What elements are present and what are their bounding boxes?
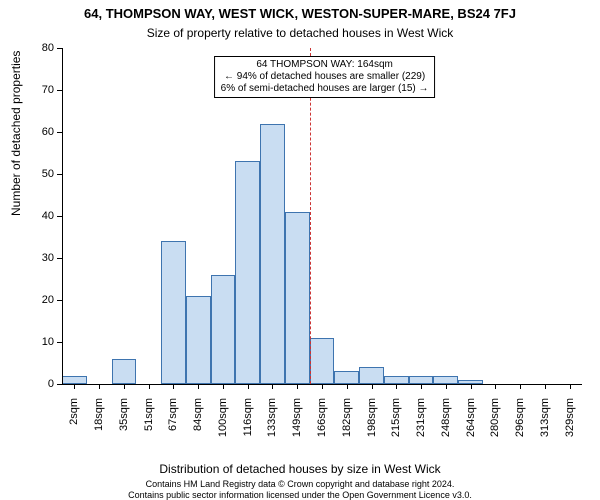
histogram-bar [112,359,137,384]
x-tick-label: 329sqm [564,398,576,450]
x-tick-label: 296sqm [514,398,526,450]
x-tick-label: 18sqm [93,398,105,450]
y-tick-label: 40 [28,210,54,222]
x-tick-label: 182sqm [341,398,353,450]
histogram-bar [384,376,409,384]
chart-subtitle: Size of property relative to detached ho… [0,26,600,40]
x-tick-label: 67sqm [167,398,179,450]
x-axis-line [62,384,582,385]
histogram-bar [409,376,434,384]
x-tick-label: 198sqm [366,398,378,450]
y-tick-label: 20 [28,294,54,306]
x-tick-label: 280sqm [489,398,501,450]
x-tick-label: 2sqm [68,398,80,450]
footer-line-1: Contains HM Land Registry data © Crown c… [0,479,600,489]
histogram-bar [211,275,236,384]
x-tick-label: 51sqm [143,398,155,450]
reference-line [310,48,311,384]
y-tick-label: 10 [28,336,54,348]
x-tick-label: 215sqm [390,398,402,450]
chart-container: 64, THOMPSON WAY, WEST WICK, WESTON-SUPE… [0,0,600,500]
histogram-bar [62,376,87,384]
y-tick-label: 70 [28,84,54,96]
y-tick-label: 30 [28,252,54,264]
footer-line-2: Contains public sector information licen… [0,490,600,500]
histogram-bar [260,124,285,384]
y-tick-label: 50 [28,168,54,180]
histogram-bar [235,161,260,384]
y-axis-label: Number of detached properties [9,51,23,216]
histogram-bar [433,376,458,384]
x-tick-label: 35sqm [118,398,130,450]
histogram-bar [310,338,335,384]
x-tick-label: 313sqm [539,398,551,450]
annotation-line: 64 THOMPSON WAY: 164sqm [221,59,429,71]
histogram-bar [285,212,310,384]
footer-attribution: Contains HM Land Registry data © Crown c… [0,479,600,500]
y-axis-line [62,48,63,384]
y-tick-label: 80 [28,42,54,54]
y-tick-label: 0 [28,378,54,390]
x-tick-label: 84sqm [192,398,204,450]
annotation-line: 6% of semi-detached houses are larger (1… [221,83,429,95]
x-axis-label: Distribution of detached houses by size … [0,462,600,476]
plot-area: 010203040506070802sqm18sqm35sqm51sqm67sq… [62,48,582,384]
annotation-line: ← 94% of detached houses are smaller (22… [221,71,429,83]
x-tick-label: 264sqm [465,398,477,450]
histogram-bar [359,367,384,384]
x-tick-label: 133sqm [266,398,278,450]
x-tick-label: 100sqm [217,398,229,450]
chart-title-address: 64, THOMPSON WAY, WEST WICK, WESTON-SUPE… [0,6,600,21]
y-tick-label: 60 [28,126,54,138]
x-tick-label: 149sqm [291,398,303,450]
annotation-box: 64 THOMPSON WAY: 164sqm← 94% of detached… [214,56,436,97]
histogram-bar [161,241,186,384]
x-tick-label: 231sqm [415,398,427,450]
histogram-bar [334,371,359,384]
histogram-bar [186,296,211,384]
x-tick-label: 248sqm [440,398,452,450]
x-tick-label: 166sqm [316,398,328,450]
x-tick-label: 116sqm [242,398,254,450]
